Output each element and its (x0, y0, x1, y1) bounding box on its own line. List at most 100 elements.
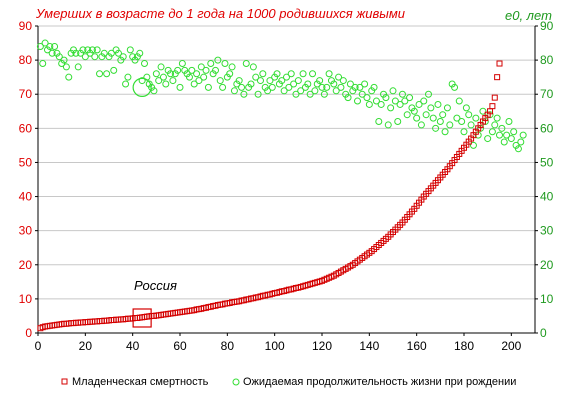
life-point (285, 83, 293, 91)
y2-tick-label: 0 (540, 326, 547, 340)
legend: Младенческая смертность Ожидаемая продол… (61, 376, 516, 388)
life-point (169, 77, 177, 85)
life-point (228, 63, 236, 71)
life-point (230, 87, 238, 95)
legend-life-marker (232, 378, 240, 386)
y2-tick-label: 20 (540, 258, 554, 272)
life-point (292, 90, 300, 98)
y-tick-label: 80 (19, 53, 33, 67)
life-point (100, 49, 108, 57)
life-point (403, 111, 411, 119)
life-point (254, 90, 262, 98)
life-point (114, 49, 122, 57)
life-point (396, 100, 404, 108)
life-point (162, 80, 170, 88)
life-point (264, 87, 272, 95)
life-point (204, 83, 212, 91)
y-tick-label: 60 (19, 121, 33, 135)
life-point (519, 131, 527, 139)
life-point (74, 63, 82, 71)
life-point (297, 87, 305, 95)
life-point (387, 104, 395, 112)
life-point (377, 100, 385, 108)
life-point (517, 138, 525, 146)
y-tick-label: 30 (19, 224, 33, 238)
life-point (167, 70, 175, 78)
life-point (389, 87, 397, 95)
life-point (39, 60, 47, 68)
y2-tick-label: 40 (540, 190, 554, 204)
x-tick-label: 180 (454, 339, 474, 353)
life-point (500, 138, 508, 146)
life-point (252, 73, 260, 81)
life-point (439, 111, 447, 119)
life-point (467, 121, 475, 129)
y-tick-label: 10 (19, 292, 33, 306)
life-point (510, 128, 518, 136)
life-point (193, 70, 201, 78)
life-point (122, 80, 130, 88)
right-axis-label: e0, лет (505, 8, 552, 23)
life-point (79, 46, 87, 54)
life-point (432, 124, 440, 132)
life-point (372, 97, 380, 105)
life-point (141, 60, 148, 68)
axes (35, 25, 538, 336)
x-tick-label: 140 (359, 339, 379, 353)
life-point (415, 100, 423, 108)
legend-infant-marker (61, 378, 68, 385)
life-point (479, 107, 487, 115)
infant-point (496, 60, 503, 67)
infant-point (491, 94, 498, 101)
x-tick-label: 80 (221, 339, 235, 353)
life-point (391, 97, 399, 105)
life-point (294, 77, 302, 85)
y-tick-label: 20 (19, 258, 33, 272)
y-tick-label: 90 (19, 19, 33, 33)
x-tick-label: 100 (265, 339, 285, 353)
life-point (278, 77, 286, 85)
life-point (159, 73, 167, 81)
life-point (41, 39, 49, 47)
life-point (507, 135, 515, 143)
life-point (290, 80, 298, 88)
life-point (200, 73, 208, 81)
life-point (155, 77, 163, 85)
life-point (306, 90, 314, 98)
life-point (273, 70, 281, 78)
life-point (427, 104, 435, 112)
life-point (356, 83, 364, 91)
x-tick-label: 160 (407, 339, 427, 353)
life-point (417, 121, 425, 129)
life-point (235, 77, 243, 85)
life-point (268, 83, 276, 91)
life-expectancy-series (36, 39, 527, 153)
life-point (152, 70, 160, 78)
life-point (188, 66, 196, 74)
y2-tick-label: 80 (540, 53, 554, 67)
life-point (496, 131, 503, 139)
life-point (309, 70, 317, 78)
y2-tick-label: 90 (540, 19, 554, 33)
life-point (358, 90, 366, 98)
life-point (491, 121, 499, 129)
chart-title: Умерших в возрасте до 1 года на 1000 род… (35, 6, 405, 21)
life-point (96, 70, 104, 78)
life-point (219, 83, 227, 91)
life-point (55, 53, 63, 61)
life-point (240, 90, 248, 98)
life-point (410, 107, 418, 115)
life-point (469, 141, 477, 149)
x-tick-label: 120 (312, 339, 332, 353)
life-point (88, 46, 96, 54)
life-point (505, 118, 513, 126)
life-point (503, 131, 511, 139)
life-point (330, 80, 338, 88)
life-point (434, 100, 442, 108)
y2-tick-label: 30 (540, 224, 554, 238)
russia-life-marker (132, 77, 152, 98)
life-point (460, 128, 468, 136)
life-point (197, 63, 205, 71)
x-tick-label: 40 (126, 339, 140, 353)
